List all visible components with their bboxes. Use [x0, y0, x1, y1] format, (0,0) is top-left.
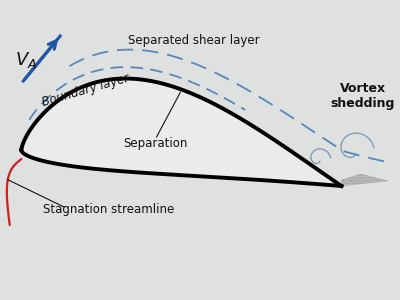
Text: $V_A$: $V_A$ [15, 50, 37, 70]
Text: Vortex
shedding: Vortex shedding [330, 82, 395, 110]
Text: Separated shear layer: Separated shear layer [128, 34, 260, 47]
Text: Stagnation streamline: Stagnation streamline [43, 203, 174, 217]
Text: Boundary layer: Boundary layer [40, 71, 130, 109]
Polygon shape [342, 174, 396, 186]
Text: Separation: Separation [123, 137, 187, 151]
Polygon shape [21, 79, 342, 186]
